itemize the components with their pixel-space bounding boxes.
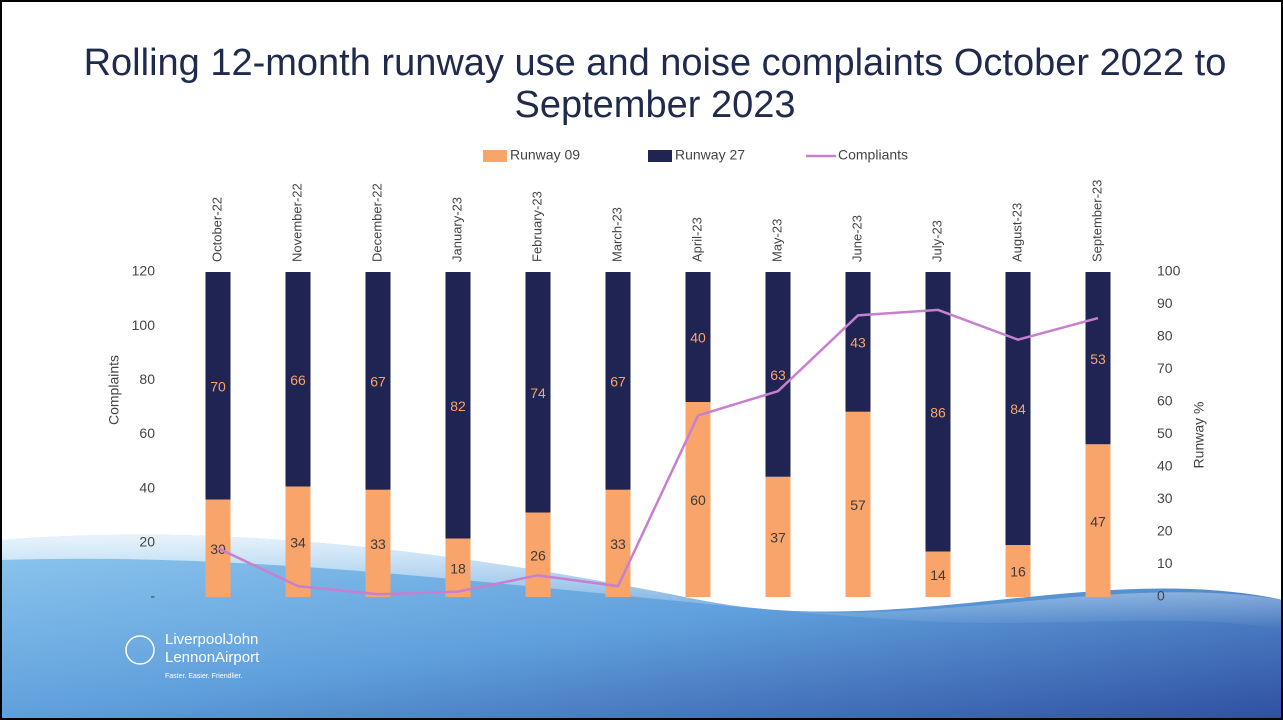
x-tick-label: March-23 (609, 207, 624, 262)
y2-tick-label: 100 (1157, 263, 1181, 279)
y-axis-title: Complaints (106, 355, 122, 425)
y2-tick-label: 20 (1157, 523, 1173, 539)
y2-tick-label: 60 (1157, 393, 1173, 409)
y2-tick-label: 30 (1157, 490, 1173, 506)
y-tick-label: 40 (139, 479, 155, 495)
bar (365, 272, 391, 490)
x-tick-label: December-22 (369, 183, 384, 262)
data-label: 86 (930, 404, 946, 420)
y2-tick-label: 80 (1157, 328, 1173, 344)
logo-line2: LennonAirport (165, 649, 260, 666)
y-tick-label: 80 (139, 371, 155, 387)
logo-tagline: Faster. Easier. Friendlier. (165, 673, 242, 680)
data-label: 40 (690, 330, 706, 346)
data-label: 16 (1010, 564, 1026, 580)
bar (365, 489, 391, 597)
background-wave-highlight (0, 534, 1283, 630)
y2-tick-label: 90 (1157, 295, 1173, 311)
y2-tick-label: 40 (1157, 458, 1173, 474)
legend-label: Compliants (838, 147, 908, 163)
data-label: 34 (290, 534, 306, 550)
data-label: 70 (210, 378, 226, 394)
bar (765, 476, 791, 597)
chart-title: Rolling 12-month runway use and noise co… (83, 42, 1227, 126)
data-label: 53 (1090, 351, 1106, 367)
data-label: 82 (450, 398, 466, 414)
background-wave (0, 534, 1283, 720)
x-tick-label: July-23 (929, 220, 944, 262)
bar (445, 538, 471, 597)
data-label: 66 (290, 372, 306, 388)
bar (525, 512, 551, 597)
legend-swatch (483, 150, 507, 162)
bar (605, 272, 631, 490)
bar (525, 272, 551, 513)
bar (845, 411, 871, 597)
y2-tick-label: 70 (1157, 360, 1173, 376)
bar (845, 272, 871, 412)
bar (765, 272, 791, 477)
data-label: 26 (530, 547, 546, 563)
x-tick-label: November-22 (289, 183, 304, 262)
data-label: 60 (690, 492, 706, 508)
y-tick-label: 60 (139, 425, 155, 441)
bar (285, 272, 311, 487)
data-label: 84 (1010, 401, 1026, 417)
y-tick-label: 120 (132, 263, 156, 279)
legend-swatch (648, 150, 672, 162)
bar (445, 272, 471, 539)
legend-label: Runway 27 (675, 147, 745, 163)
data-label: 18 (450, 560, 466, 576)
bar (205, 272, 231, 500)
bar (925, 272, 951, 552)
bar (1005, 545, 1031, 597)
bar (285, 486, 311, 597)
line (217, 308, 1099, 596)
x-tick-label: February-23 (529, 191, 544, 262)
data-label: 47 (1090, 513, 1106, 529)
y-tick-label: 20 (139, 534, 155, 550)
bar (685, 272, 711, 402)
data-label: 14 (930, 567, 946, 583)
y2-axis-title: Runway % (1191, 402, 1207, 469)
data-label: 63 (770, 367, 786, 383)
bar (1085, 272, 1111, 445)
bar (605, 489, 631, 597)
data-label: 43 (850, 335, 866, 351)
bar (925, 551, 951, 597)
bar (1005, 272, 1031, 545)
y2-tick-label: 50 (1157, 425, 1173, 441)
data-label: 67 (610, 374, 626, 390)
data-label: 37 (770, 530, 786, 546)
y2-tick-label: 0 (1157, 588, 1165, 604)
data-label: 67 (370, 374, 386, 390)
logo-line1: LiverpoolJohn (165, 631, 258, 648)
x-tick-label: January-23 (449, 197, 464, 262)
data-label: 74 (530, 385, 546, 401)
data-label: 33 (370, 536, 386, 552)
x-tick-label: April-23 (689, 217, 704, 262)
y-tick-label: 100 (132, 317, 156, 333)
y2-tick-label: 10 (1157, 555, 1173, 571)
x-tick-label: May-23 (769, 219, 784, 262)
data-label: 33 (610, 536, 626, 552)
data-label: 57 (850, 497, 866, 513)
x-tick-label: August-23 (1009, 203, 1024, 262)
x-tick-label: June-23 (849, 215, 864, 262)
bar (1085, 444, 1111, 597)
legend-label: Runway 09 (510, 147, 580, 163)
x-tick-label: October-22 (209, 197, 224, 262)
y-tick-label: - (150, 588, 155, 604)
x-tick-label: September-23 (1089, 180, 1104, 262)
logo-icon (125, 635, 155, 665)
